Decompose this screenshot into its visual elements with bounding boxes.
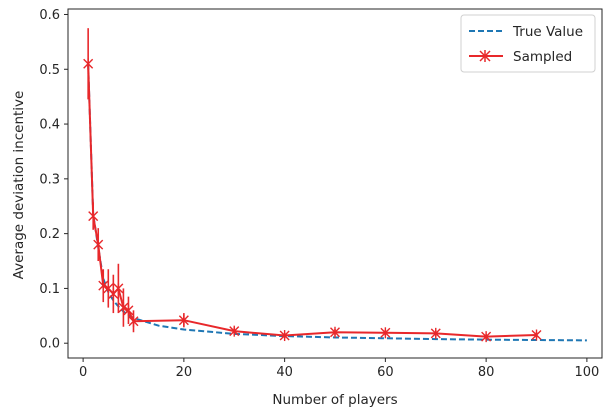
sampled-point: [430, 327, 441, 339]
sampled-point: [88, 210, 99, 222]
sampled-point: [83, 58, 94, 70]
legend-box: [460, 14, 596, 73]
sampled-point: [93, 239, 104, 251]
y-tick-label: 0.5: [39, 63, 60, 78]
y-tick-label: 0.3: [39, 172, 60, 187]
sampled-point: [123, 304, 134, 316]
y-tick-label: 0.2: [39, 227, 60, 242]
y-tick-label: 0.0: [39, 337, 60, 352]
legend: True Value Sampled: [460, 14, 596, 73]
plot-frame: [67, 8, 603, 359]
x-tick-label: 60: [377, 365, 394, 380]
x-axis-label: Number of players: [272, 392, 397, 408]
sampled-point: [330, 326, 340, 338]
sampled-point: [98, 280, 109, 292]
x-tick-label: 20: [176, 365, 193, 380]
x-tick-label: 0: [79, 365, 87, 380]
sampled-point: [118, 302, 129, 314]
x-tick-label: 80: [478, 365, 495, 380]
sampled-point: [229, 325, 240, 337]
y-tick-label: 0.4: [39, 118, 60, 133]
x-axis: 0 20 40 60 80 100: [79, 358, 599, 380]
sampled-point: [113, 282, 124, 294]
series-true-value-line: [87, 63, 587, 342]
legend-sampled-label: Sampled: [513, 49, 572, 65]
plot-area: [83, 28, 587, 343]
x-tick-label: 40: [276, 365, 293, 380]
series-sampled-line: [87, 63, 537, 338]
y-axis: 0.0 0.1 0.2 0.3 0.4 0.5 0.6: [39, 8, 68, 352]
sampled-point: [481, 331, 492, 343]
sampled-point: [531, 329, 542, 341]
sampled-point: [380, 327, 391, 339]
sampled-point: [178, 314, 189, 326]
sampled-point: [279, 330, 290, 342]
y-tick-label: 0.1: [39, 282, 60, 297]
y-axis-label: Average deviation incentive: [11, 91, 27, 280]
legend-sampled-marker: [479, 50, 491, 62]
sampled-point: [128, 315, 139, 327]
y-tick-label: 0.6: [39, 8, 60, 23]
x-tick-label: 100: [574, 365, 599, 380]
legend-true-value-label: True Value: [512, 24, 583, 40]
